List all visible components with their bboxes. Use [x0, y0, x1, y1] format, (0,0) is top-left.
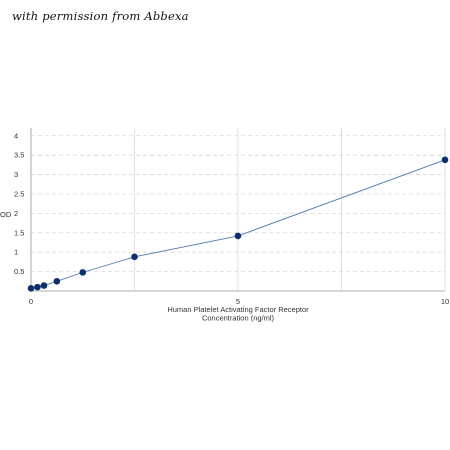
y-tick-label: 4 — [14, 131, 18, 140]
data-point — [79, 269, 87, 276]
y-tick-label: 1 — [14, 248, 18, 257]
y-tick-label: 2.5 — [14, 189, 24, 198]
data-point — [34, 283, 41, 291]
grid-lines — [30, 128, 446, 291]
data-point — [27, 284, 35, 292]
x-tick-label: 0 — [29, 297, 33, 306]
x-axis-title-line: Concentration (ng/ml) — [202, 314, 275, 323]
x-tick-label: 10 — [441, 297, 449, 306]
data-point — [53, 277, 61, 285]
x-axis-title-line: Human Platelet Activating Factor Recepto… — [167, 305, 309, 314]
y-tick-label: 1.5 — [14, 228, 24, 237]
watermark-text: with permission from Abbexa — [12, 9, 189, 23]
y-tick-label: 3.5 — [14, 151, 24, 160]
y-tick-label: 0.5 — [14, 267, 24, 276]
data-series — [27, 156, 449, 292]
data-point — [234, 232, 242, 240]
data-point — [131, 253, 138, 261]
axis-labels: 0.5 1 1.5 2 2.5 3 3.5 4 0 5 10 OD Human Platelet Act… — [0, 131, 449, 322]
x-tick-label: 5 — [236, 297, 240, 306]
data-point — [441, 156, 449, 164]
y-axis-title: OD — [0, 210, 12, 219]
y-tick-label: 2 — [14, 209, 18, 218]
y-tick-label: 3 — [14, 170, 18, 179]
axes — [30, 128, 445, 292]
data-point — [40, 282, 48, 289]
